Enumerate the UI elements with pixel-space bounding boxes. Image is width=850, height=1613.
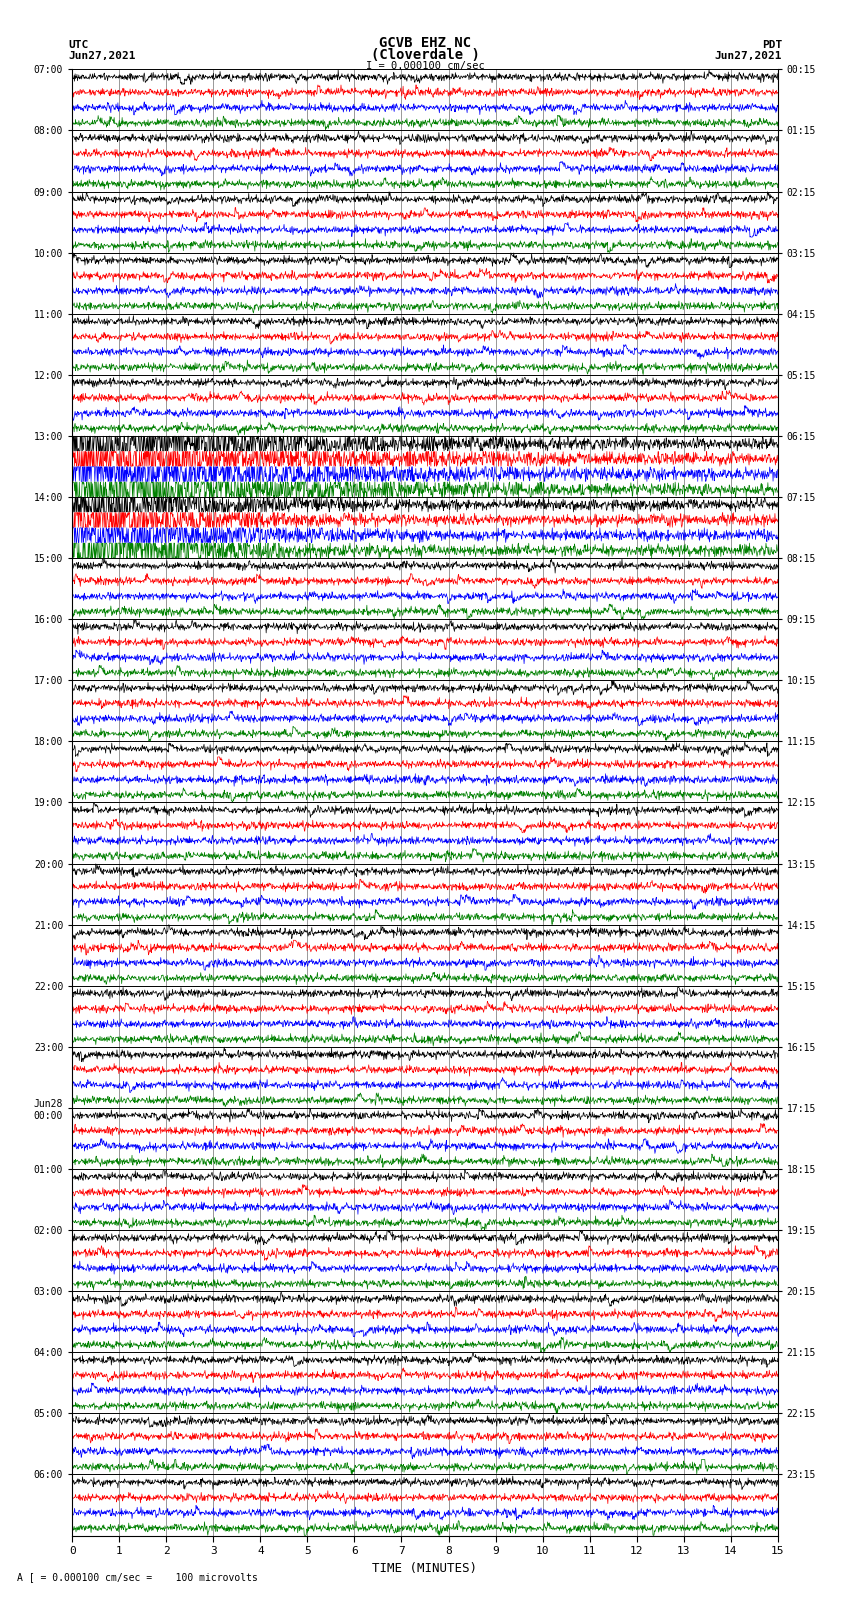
X-axis label: TIME (MINUTES): TIME (MINUTES) — [372, 1561, 478, 1574]
Text: PDT: PDT — [762, 40, 782, 50]
Text: Jun27,2021: Jun27,2021 — [68, 52, 135, 61]
Text: A [ = 0.000100 cm/sec =    100 microvolts: A [ = 0.000100 cm/sec = 100 microvolts — [17, 1573, 258, 1582]
Text: GCVB EHZ NC: GCVB EHZ NC — [379, 35, 471, 50]
Text: I = 0.000100 cm/sec: I = 0.000100 cm/sec — [366, 61, 484, 71]
Text: UTC: UTC — [68, 40, 88, 50]
Text: Jun27,2021: Jun27,2021 — [715, 52, 782, 61]
Text: (Cloverdale ): (Cloverdale ) — [371, 48, 479, 61]
